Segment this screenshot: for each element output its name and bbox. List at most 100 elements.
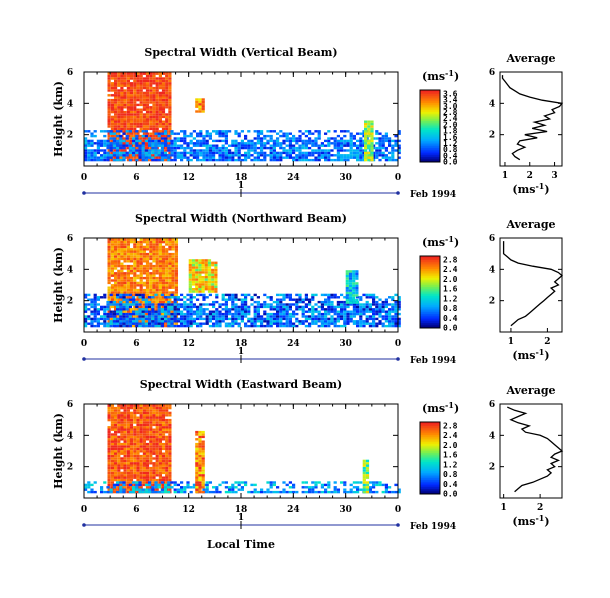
heatmap-cell [136, 252, 140, 256]
heatmap-cell [168, 440, 172, 443]
heatmap-cell [117, 457, 121, 460]
heatmap-cell [364, 120, 368, 123]
heatmap-cell [139, 79, 143, 83]
heatmap-cell [117, 284, 121, 287]
heatmap-cell [158, 452, 162, 455]
heatmap-cell [359, 322, 363, 325]
heatmap-cell [356, 320, 360, 323]
heatmap-cell [295, 308, 299, 311]
heatmap-cell [370, 151, 374, 155]
heatmap-cell [168, 110, 172, 114]
heatmap-cell [348, 272, 353, 275]
heatmap-cell [165, 158, 169, 162]
heatmap-cell [189, 312, 193, 316]
heatmap-cell [160, 146, 164, 150]
heatmap-cell [133, 411, 137, 415]
heatmap-cell [336, 317, 340, 321]
heatmap-cell [205, 481, 209, 484]
heatmap-cell [152, 91, 156, 95]
heatmap-cell [139, 298, 143, 301]
heatmap-cell [285, 139, 289, 143]
heatmap-cell [195, 290, 199, 293]
heatmap-cell [123, 91, 127, 95]
heatmap-cell [234, 130, 238, 133]
heatmap-cell [308, 146, 312, 150]
heatmap-cell [93, 298, 97, 301]
heatmap-cell [211, 278, 215, 281]
heatmap-cell [221, 158, 225, 162]
heatmap-cell [129, 106, 134, 109]
heatmap-cell [110, 106, 114, 109]
heatmap-cell [145, 252, 150, 256]
heatmap-cell [231, 322, 235, 325]
heatmap-cell [126, 409, 130, 412]
heatmap-cell [282, 315, 286, 318]
heatmap-cell [151, 317, 155, 321]
heatmap-cell [133, 245, 137, 249]
heatmap-cell [234, 293, 238, 297]
heatmap-cell [149, 110, 153, 114]
heatmap-cell [192, 317, 196, 321]
heatmap-cell [152, 72, 156, 75]
heatmap-cell [161, 423, 166, 427]
heatmap-cell [168, 240, 172, 244]
heatmap-cell [133, 113, 137, 116]
heatmap-cell [107, 286, 111, 289]
heatmap-cell [103, 293, 107, 297]
heatmap-cell [176, 151, 180, 155]
heatmap-cell [152, 94, 156, 97]
heatmap-cell [378, 149, 382, 152]
colorbar-unit-label: (ms-1) [422, 68, 459, 83]
heatmap-cell [195, 445, 199, 448]
average-title: Average [505, 52, 555, 65]
heatmap-cell [168, 457, 172, 460]
heatmap-cell [122, 481, 126, 484]
heatmap-cell [346, 130, 350, 133]
heatmap-cell [311, 298, 315, 301]
heatmap-cell [397, 303, 401, 306]
heatmap-cell [103, 142, 107, 145]
heatmap-cell [324, 315, 328, 318]
heatmap-cell [340, 293, 344, 297]
heatmap-cell [120, 426, 124, 429]
heatmap-cell [375, 481, 379, 484]
heatmap-cell [288, 137, 292, 140]
heatmap-cell [133, 404, 137, 407]
heatmap-cell [174, 276, 178, 280]
heatmap-cell [154, 481, 158, 484]
heatmap-cell [149, 132, 153, 135]
heatmap-cell [135, 300, 139, 304]
heatmap-cell [207, 276, 212, 279]
heatmap-cell [224, 310, 228, 313]
heatmap-cell [157, 142, 161, 145]
heatmap-cell [189, 139, 193, 143]
heatmap-cell [136, 77, 140, 80]
heatmap-cell [133, 243, 137, 246]
heatmap-cell [106, 315, 110, 318]
heatmap-cell [343, 134, 347, 138]
heatmap-cell [123, 84, 127, 87]
heatmap-cell [292, 312, 296, 316]
heatmap-cell [276, 156, 280, 159]
heatmap-cell [256, 130, 260, 133]
heatmap-cell [126, 291, 130, 294]
heatmap-cell [231, 293, 235, 297]
heatmap-cell [304, 310, 308, 313]
heatmap-cell [253, 488, 257, 491]
heatmap-cell [100, 486, 104, 489]
average-frame [499, 237, 563, 333]
heatmap-cell [170, 486, 174, 489]
heatmap-cell [247, 293, 251, 297]
heatmap-cell [84, 293, 88, 297]
heatmap-cell [157, 324, 161, 328]
colorbar-strip [420, 113, 440, 116]
heatmap-cell [368, 481, 372, 484]
heatmap-cell [120, 115, 124, 119]
heatmap-cell [158, 445, 162, 448]
heatmap-cell [260, 322, 264, 325]
heatmap-cell [110, 94, 114, 97]
heatmap-cell [87, 486, 91, 489]
heatmap-cell [272, 158, 276, 162]
heatmap-cell [397, 151, 401, 155]
x-tick-label: 0 [81, 173, 87, 183]
